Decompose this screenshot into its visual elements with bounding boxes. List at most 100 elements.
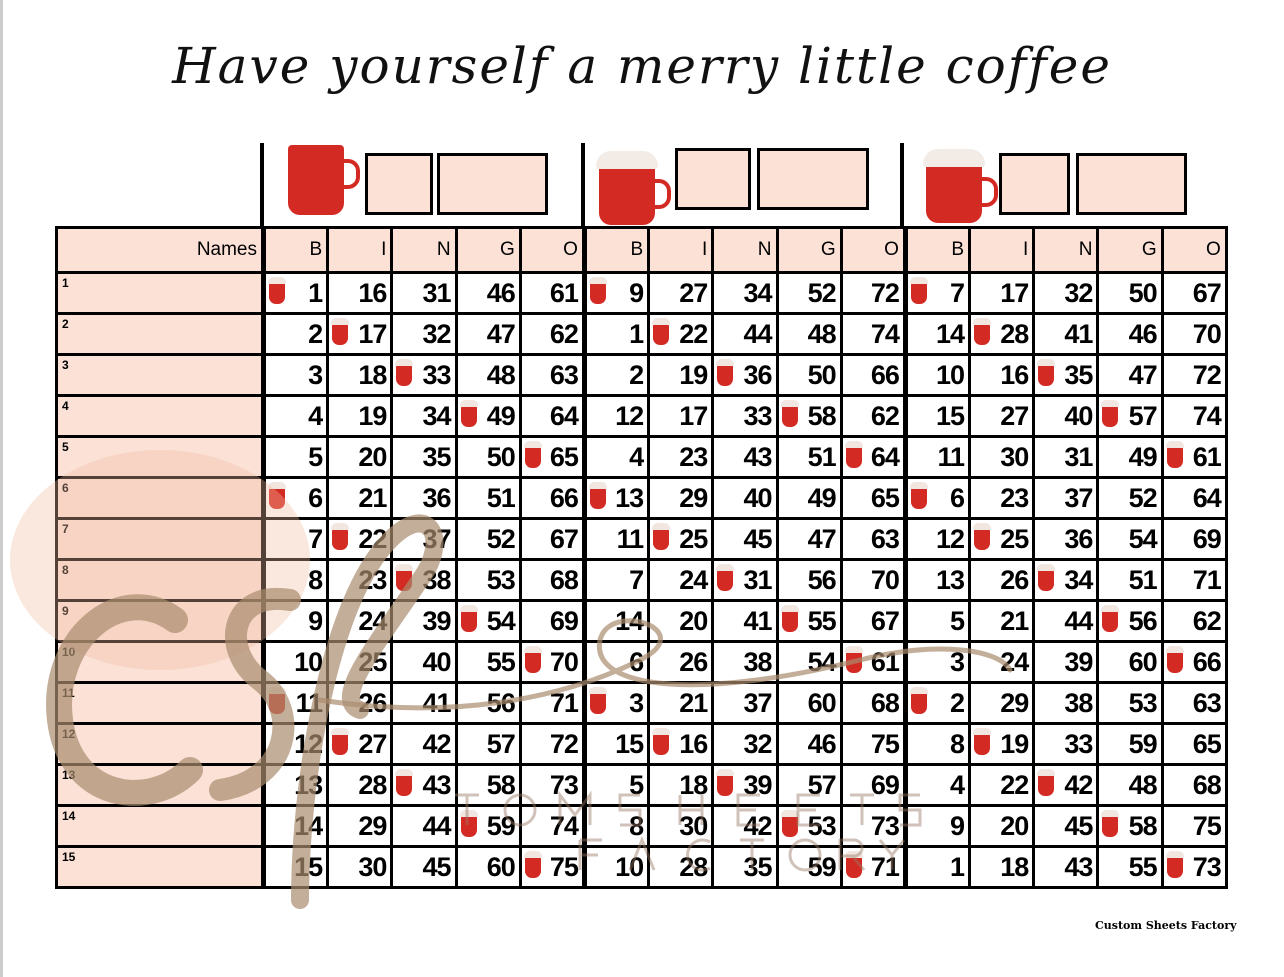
player-name-field[interactable]: 2 [55, 312, 265, 356]
bingo-number-cell: 59 [1096, 722, 1164, 766]
bingo-number: 50 [486, 441, 516, 472]
bingo-number: 64 [549, 400, 579, 431]
player-name-field[interactable]: 6 [55, 476, 265, 520]
bingo-number-cell: 6 [581, 640, 651, 684]
player-name-field[interactable]: 1 [55, 271, 265, 315]
bingo-number: 6 [950, 482, 965, 513]
bingo-number-cell: 11 [581, 517, 651, 561]
player-name-field[interactable]: 5 [55, 435, 265, 479]
coffee-mug-icon [395, 359, 414, 386]
bingo-number-cell: 24 [647, 558, 715, 602]
bingo-number-cell: 3 [260, 353, 330, 397]
column-header-o: O [1160, 226, 1228, 274]
player-name-field[interactable]: 14 [55, 804, 265, 848]
bingo-number-cell: 33 [711, 394, 779, 438]
bingo-number-cell: 53 [454, 558, 522, 602]
bingo-number-cell: 68 [1160, 763, 1228, 807]
player-name-field[interactable]: 9 [55, 599, 265, 643]
bingo-number-cell: 43 [711, 435, 779, 479]
bingo-number: 29 [1000, 687, 1029, 718]
player-name-field[interactable]: 3 [55, 353, 265, 397]
bingo-number: 16 [679, 728, 708, 759]
bingo-number: 68 [870, 687, 900, 718]
player-name-field[interactable]: 4 [55, 394, 265, 438]
bingo-number-cell: 16 [326, 271, 394, 315]
bingo-number-cell: 67 [1160, 271, 1228, 315]
bingo-number: 28 [1000, 318, 1029, 349]
coffee-mug-icon [268, 687, 286, 714]
bingo-number-cell: 68 [839, 681, 907, 725]
bingo-number: 48 [807, 318, 837, 349]
bingo-number-cell: 29 [647, 476, 715, 520]
bingo-number: 11 [937, 441, 966, 472]
player-name-field[interactable]: 12 [55, 722, 265, 766]
coffee-mug-icon [844, 646, 863, 673]
bingo-number: 67 [870, 605, 900, 636]
bingo-number: 19 [1000, 728, 1029, 759]
bingo-number-cell: 8 [260, 558, 330, 602]
bingo-number: 43 [422, 769, 452, 800]
bingo-number: 30 [358, 851, 387, 882]
player-name-field[interactable]: 11 [55, 681, 265, 725]
bingo-number: 9 [950, 810, 965, 841]
bingo-number-cell: 66 [839, 353, 907, 397]
player-name-field[interactable]: 15 [55, 845, 265, 889]
bingo-number-cell: 62 [1160, 599, 1228, 643]
bingo-number-cell: 6 [260, 476, 330, 520]
bingo-number-cell: 8 [581, 804, 651, 848]
bingo-number: 10 [936, 359, 965, 390]
bingo-number-cell: 9 [902, 804, 972, 848]
bingo-number-cell: 45 [1032, 804, 1100, 848]
bingo-number-cell: 49 [775, 476, 843, 520]
bingo-number-cell: 70 [839, 558, 907, 602]
names-header: Names [55, 226, 265, 274]
player-name-field[interactable]: 8 [55, 558, 265, 602]
bingo-number-cell: 28 [968, 312, 1036, 356]
bingo-number-cell: 21 [647, 681, 715, 725]
bingo-number-cell: 64 [839, 435, 907, 479]
bingo-number: 69 [1192, 523, 1222, 554]
bingo-number-cell: 13 [260, 763, 330, 807]
bingo-number: 8 [308, 564, 323, 595]
bingo-number: 73 [1192, 851, 1222, 882]
bingo-number-cell: 30 [326, 845, 394, 889]
coffee-mug-icon [589, 687, 607, 714]
card-2-header [585, 143, 903, 225]
bingo-number-cell: 46 [454, 271, 522, 315]
bingo-number: 15 [936, 400, 965, 431]
bingo-number-cell: 45 [390, 845, 458, 889]
bingo-number-cell: 32 [1032, 271, 1100, 315]
bingo-number: 18 [358, 359, 387, 390]
bingo-number: 14 [936, 318, 965, 349]
table-row: 13 13 28 43 58 73 5 18 39 57 69 4 22 42 48 68 [55, 763, 1228, 807]
bingo-number: 51 [486, 482, 516, 513]
table-row: 12 12 27 42 57 72 15 16 32 46 75 8 19 33 59 65 [55, 722, 1228, 766]
bingo-number: 46 [486, 277, 516, 308]
bingo-number-cell: 5 [581, 763, 651, 807]
column-header-n: N [711, 226, 779, 274]
bingo-number-cell: 32 [711, 722, 779, 766]
player-name-field[interactable]: 13 [55, 763, 265, 807]
coffee-mug-icon [288, 145, 360, 215]
bingo-number: 7 [308, 523, 323, 554]
coffee-mug-icon [780, 400, 799, 427]
bingo-number-cell: 23 [968, 476, 1036, 520]
bingo-number-cell: 12 [260, 722, 330, 766]
bingo-number-cell: 14 [902, 312, 972, 356]
bingo-number-cell: 29 [968, 681, 1036, 725]
bingo-number: 52 [486, 523, 516, 554]
bingo-number-cell: 43 [390, 763, 458, 807]
bingo-number: 44 [422, 810, 452, 841]
bingo-number: 27 [679, 277, 708, 308]
bingo-number-cell: 72 [518, 722, 586, 766]
bingo-number-cell: 6 [902, 476, 972, 520]
bingo-number-cell: 49 [454, 394, 522, 438]
bingo-number-cell: 69 [1160, 517, 1228, 561]
bingo-number: 26 [358, 687, 387, 718]
bingo-number: 29 [358, 810, 387, 841]
player-name-field[interactable]: 7 [55, 517, 265, 561]
player-name-field[interactable]: 10 [55, 640, 265, 684]
bingo-number-cell: 12 [902, 517, 972, 561]
bingo-number: 38 [743, 646, 772, 677]
table-row: 8 8 23 38 53 68 7 24 31 56 70 13 26 34 51 71 [55, 558, 1228, 602]
